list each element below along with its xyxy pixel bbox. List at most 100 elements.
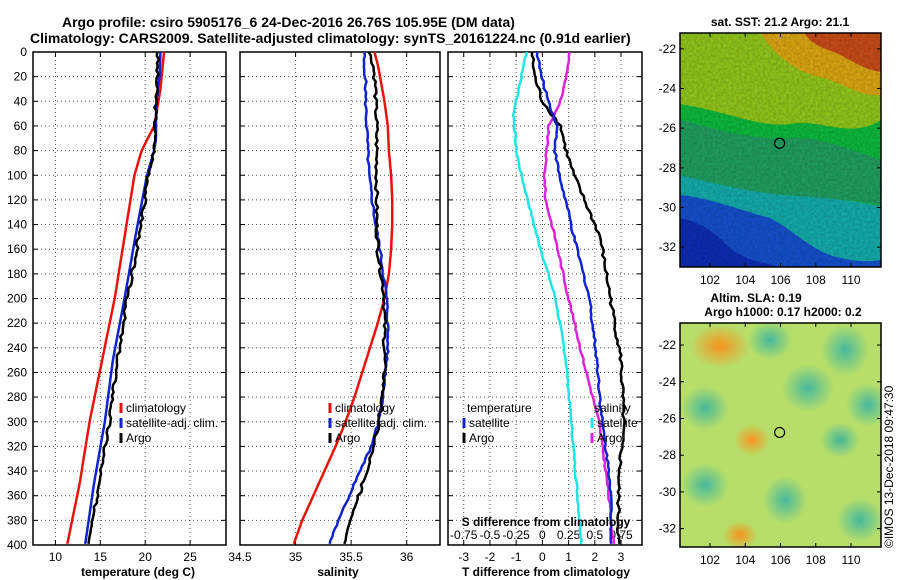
x-tick-label: 34.5: [228, 550, 252, 564]
salinity-legend: climatology satellite-adj. clim. Argo: [328, 401, 427, 445]
sla-blob: [681, 386, 729, 430]
legend-salinity-heading: salinity: [594, 401, 631, 415]
s-argo-line: [535, 51, 613, 545]
temperature-legend: climatology satellite-adj. clim. Argo: [119, 401, 218, 445]
y-tick-label: 180: [7, 267, 27, 281]
y-tick-label: -26: [659, 411, 677, 425]
legend-t-argo: Argo: [469, 431, 495, 445]
difference-legend-salinity: salinity satellite Argo: [590, 401, 638, 445]
sla-blob: [820, 422, 860, 458]
s-tick-label: 0.75: [609, 528, 633, 542]
y-tick-label: -28: [659, 161, 677, 175]
sst-map-axes: 102 104 106 108 110 -22 -24 -26 -28 -30 -32: [659, 32, 882, 287]
salinity-panel: 34.5 35 35.5 36: [228, 51, 441, 564]
sla-blob: [748, 323, 792, 360]
sla-map-subtitle: Argo h1000: 0.17 h2000: 0.2: [704, 305, 862, 319]
legend-climatology: climatology: [126, 401, 186, 415]
sla-blob: [836, 498, 881, 542]
x-tick-label: 0: [539, 550, 546, 564]
x-tick-label: 35.5: [339, 550, 363, 564]
y-tick-label: 40: [14, 94, 28, 108]
legend-temperature-heading: temperature: [467, 401, 532, 415]
legend-climatology: climatology: [335, 401, 395, 415]
sst-map: 102 104 106 108 110 -22 -24 -26 -28 -30 -32: [659, 32, 882, 287]
y-tick-label: 140: [7, 218, 27, 232]
title-line-1: Argo profile: csiro 5905176_6 24-Dec-201…: [62, 14, 515, 30]
y-tick-label: 160: [7, 242, 27, 256]
y-tick-label: 320: [7, 439, 27, 453]
y-tick-label: -22: [659, 338, 677, 352]
x-tick-label: 2: [591, 550, 598, 564]
y-tick-label: -22: [659, 42, 677, 56]
s-tick-label: 0.5: [586, 528, 603, 542]
legend-argo: Argo: [126, 431, 152, 445]
temperature-xlabel: temperature (deg C): [81, 565, 195, 579]
legend-satellite: satellite-adj. clim.: [335, 416, 427, 430]
y-tick-label: -24: [659, 82, 677, 96]
x-tick-label: 110: [841, 273, 860, 287]
x-tick-label: 25: [183, 550, 197, 564]
sla-blob: [782, 364, 834, 412]
t-argo-line: [530, 52, 627, 544]
argo-line: [343, 51, 388, 545]
legend-t-satellite: satellite: [469, 416, 510, 430]
y-tick-label: 200: [7, 292, 27, 306]
y-tick-label: 300: [7, 415, 27, 429]
watermark: ©IMOS 13-Dec-2018 09:47:30: [882, 385, 896, 548]
y-tick-label: -28: [659, 448, 677, 462]
s-satellite-line: [542, 51, 616, 544]
x-tick-label: 110: [841, 553, 860, 567]
s-tick-label: 0: [539, 528, 546, 542]
y-tick-label: 280: [7, 390, 27, 404]
salinity-xlabel: salinity: [317, 565, 359, 579]
difference-xlabel: T difference from climatology: [462, 565, 630, 579]
sla-map-axes: 102 104 106 108 110 -22 -24 -26 -28 -30 -32: [659, 322, 882, 567]
x-tick-label: 106: [770, 273, 790, 287]
y-tick-label: 0: [20, 45, 27, 59]
legend-s-argo: Argo: [597, 431, 623, 445]
s-tick-label: -0.75: [450, 528, 478, 542]
x-tick-label: 10: [49, 550, 63, 564]
sla-map: 102 104 106 108 110 -22 -24 -26 -28 -30 -32: [659, 322, 882, 567]
y-tick-label: 240: [7, 341, 27, 355]
legend-argo: Argo: [335, 431, 361, 445]
y-tick-label: -30: [659, 485, 677, 499]
t-satellite-line: [511, 51, 583, 544]
x-tick-label: 3: [618, 550, 625, 564]
y-tick-label: -32: [659, 240, 677, 254]
sla-blob: [821, 324, 869, 376]
y-tick-label: 220: [7, 316, 27, 330]
x-tick-label: 108: [806, 273, 826, 287]
x-tick-label: 36: [400, 550, 414, 564]
x-tick-label: 108: [806, 553, 826, 567]
sla-map-title: Altim. SLA: 0.19: [710, 291, 802, 305]
x-tick-label: 104: [735, 553, 755, 567]
temperature-panel: 10 15 20 25 0 20 40 60 80 100 120 140 160 180 200 220 24…: [7, 45, 227, 564]
sla-blob: [734, 424, 770, 456]
x-tick-label: 106: [770, 553, 790, 567]
climatology-line: [66, 51, 166, 545]
x-tick-label: 20: [139, 550, 153, 564]
x-tick-label: 104: [735, 273, 755, 287]
sla-map-field: [680, 323, 881, 547]
sla-blob: [681, 463, 729, 507]
x-tick-label: -2: [485, 550, 496, 564]
satellite-adj-clim-line: [328, 51, 390, 545]
x-tick-label: 35: [289, 550, 303, 564]
x-tick-label: 1: [565, 550, 572, 564]
y-tick-label: 380: [7, 513, 27, 527]
y-tick-label: -26: [659, 121, 677, 135]
x-tick-label: 102: [700, 553, 720, 567]
s-tick-label: 0.25: [557, 528, 581, 542]
y-tick-label: -32: [659, 522, 677, 536]
y-tick-label: 400: [7, 538, 27, 552]
x-tick-label: -3: [458, 550, 469, 564]
sla-blob: [722, 521, 758, 547]
title-line-2: Climatology: CARS2009. Satellite-adjuste…: [30, 30, 631, 46]
y-tick-label: -24: [659, 375, 677, 389]
y-tick-label: 360: [7, 489, 27, 503]
y-tick-label: 340: [7, 464, 27, 478]
argo-position-marker: [774, 137, 786, 149]
sst-map-title: sat. SST: 21.2 Argo: 21.1: [711, 15, 850, 29]
